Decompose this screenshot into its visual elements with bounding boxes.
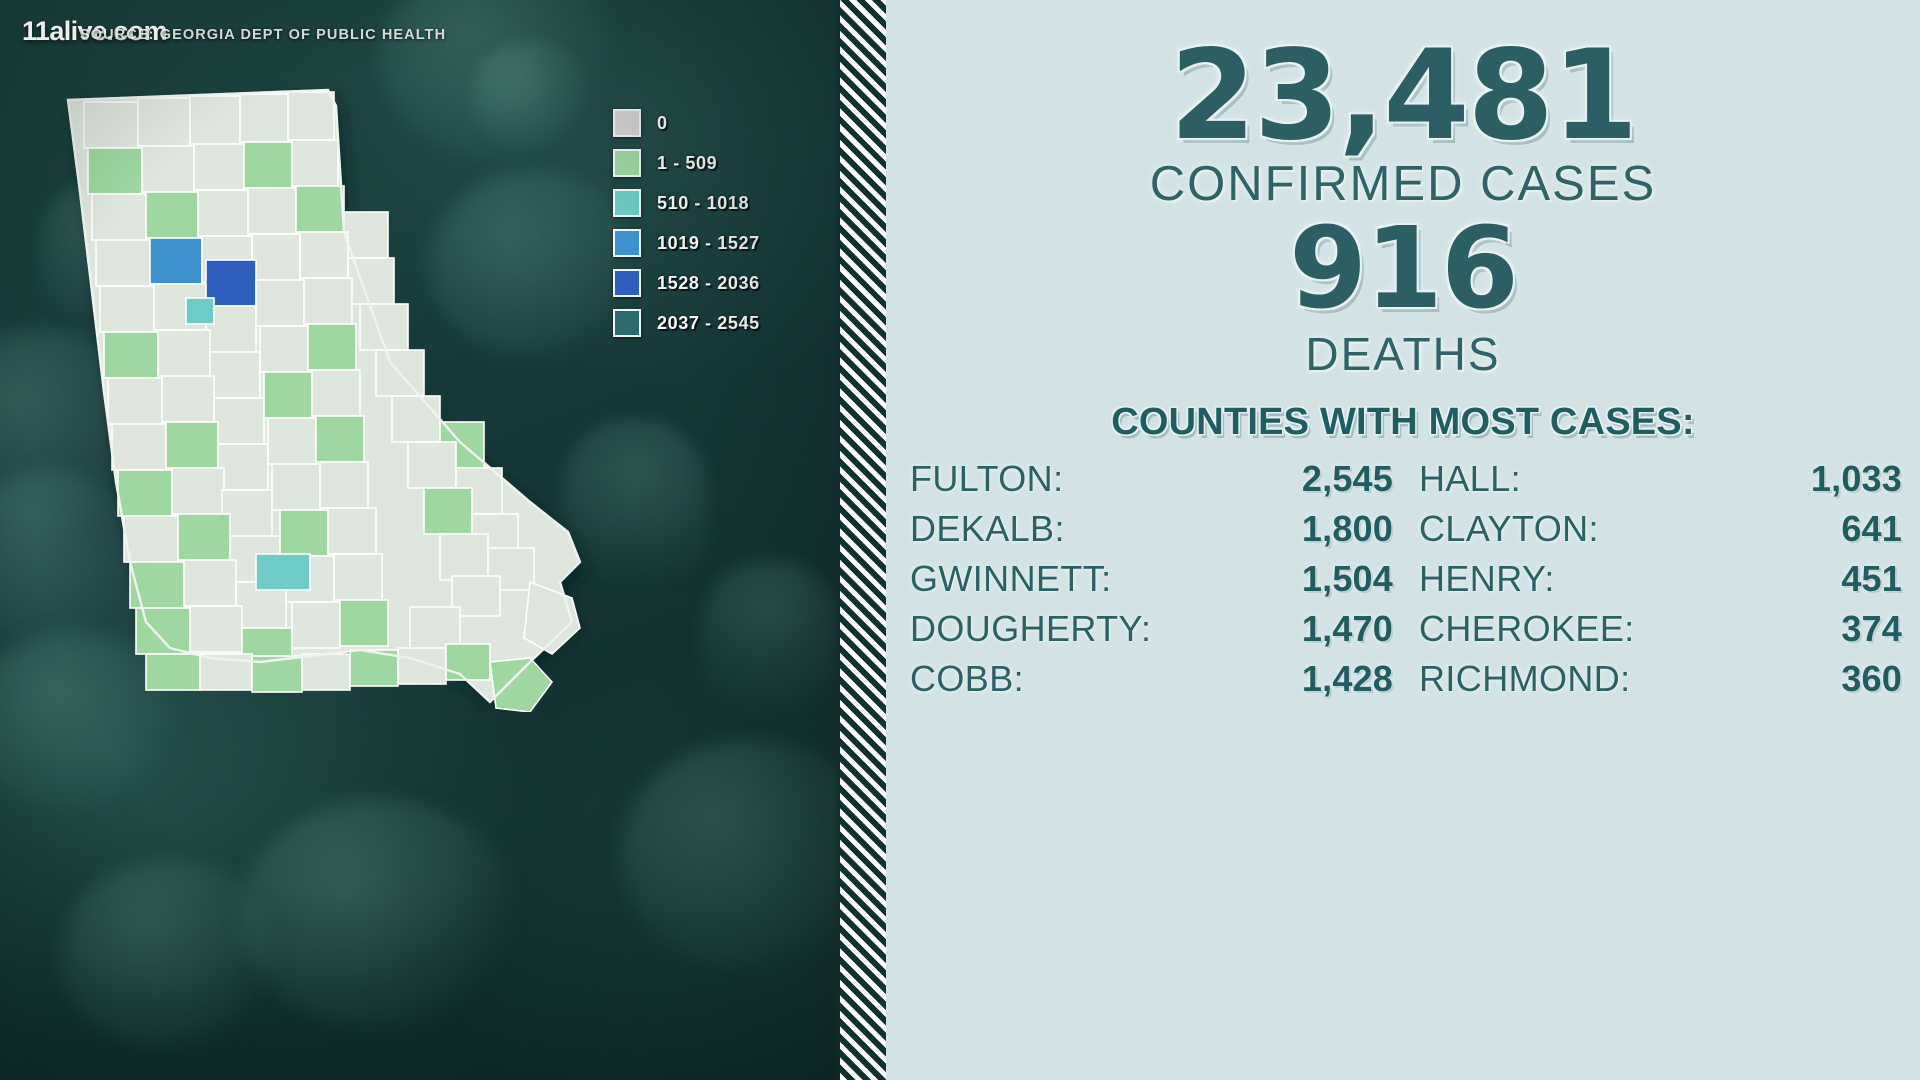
table-row: FULTON: 2,545 — [910, 458, 1393, 508]
deaths-label: DEATHS — [1305, 328, 1501, 380]
table-row: RICHMOND: 360 — [1419, 658, 1902, 708]
county-name: CHEROKEE: — [1419, 608, 1635, 649]
county-name: HALL: — [1419, 458, 1522, 499]
legend-label: 510 - 1018 — [657, 192, 750, 213]
table-row: DEKALB: 1,800 — [910, 508, 1393, 558]
brand-watermark: 11alive.com — [22, 16, 168, 46]
county-name: FULTON: — [910, 458, 1064, 499]
county-name: DOUGHERTY: — [910, 608, 1152, 649]
legend-row: 0 — [613, 103, 760, 143]
county-value: 1,033 — [1810, 458, 1902, 499]
virus-blob-decoration — [60, 860, 280, 1050]
county-value: 2,545 — [1301, 458, 1393, 499]
table-row: COBB: 1,428 — [910, 658, 1393, 708]
table-row: CLAYTON: 641 — [1419, 508, 1902, 558]
divider-shadow — [834, 0, 841, 1080]
legend-row: 2037 - 2545 — [613, 303, 760, 343]
table-row: HALL: 1,033 — [1419, 458, 1902, 508]
legend-row: 1019 - 1527 — [613, 223, 760, 263]
virus-spike-decoration — [700, 560, 840, 720]
stats-panel: 23,481 CONFIRMED CASES 916 DEATHS COUNTI… — [886, 0, 1920, 1080]
legend-label: 1 - 509 — [657, 152, 718, 173]
legend-label: 1528 - 2036 — [657, 272, 760, 293]
county-value: 641 — [1841, 508, 1902, 549]
legend-swatch-icon — [613, 189, 641, 217]
county-name: GWINNETT: — [910, 558, 1112, 599]
virus-blob-decoration — [620, 740, 860, 970]
source-attribution: SOURCE: GEORGIA DEPT OF PUBLIC HEALTH — [80, 27, 447, 43]
legend-swatch-icon — [613, 269, 641, 297]
legend-label: 0 — [657, 112, 668, 133]
legend-label: 2037 - 2545 — [657, 312, 760, 333]
county-value: 451 — [1841, 558, 1902, 599]
deaths-value: 916 — [1289, 204, 1519, 334]
confirmed-cases-label: CONFIRMED CASES — [1149, 157, 1657, 211]
county-value: 1,800 — [1301, 508, 1393, 549]
counties-heading: COUNTIES WITH MOST CASES: — [1111, 401, 1695, 443]
legend-row: 1528 - 2036 — [613, 263, 760, 303]
county-value: 1,504 — [1301, 558, 1393, 599]
legend-swatch-icon — [613, 149, 641, 177]
hatched-divider — [840, 0, 886, 1080]
map-legend: 0 1 - 509 510 - 1018 1019 - 1527 1528 - … — [613, 103, 760, 343]
table-row: CHEROKEE: 374 — [1419, 608, 1902, 658]
confirmed-cases-value: 23,481 — [1169, 24, 1639, 168]
legend-row: 510 - 1018 — [613, 183, 760, 223]
county-name: RICHMOND: — [1419, 658, 1631, 699]
map-panel: 0 1 - 509 510 - 1018 1019 - 1527 1528 - … — [0, 0, 860, 1080]
legend-swatch-icon — [613, 109, 641, 137]
county-name: DEKALB: — [910, 508, 1065, 549]
virus-blob-decoration — [240, 800, 520, 1030]
county-value: 1,470 — [1301, 608, 1393, 649]
legend-swatch-icon — [613, 309, 641, 337]
county-name: CLAYTON: — [1419, 508, 1599, 549]
legend-label: 1019 - 1527 — [657, 232, 760, 253]
legend-swatch-icon — [613, 229, 641, 257]
table-row: GWINNETT: 1,504 — [910, 558, 1393, 608]
headline-block: 23,481 CONFIRMED CASES 916 DEATHS — [886, 34, 1920, 377]
legend-row: 1 - 509 — [613, 143, 760, 183]
georgia-county-map — [66, 88, 582, 712]
table-row: HENRY: 451 — [1419, 558, 1902, 608]
county-value: 360 — [1841, 658, 1902, 699]
county-name: HENRY: — [1419, 558, 1555, 599]
county-value: 374 — [1841, 608, 1902, 649]
county-name: COBB: — [910, 658, 1025, 699]
counties-table: FULTON: 2,545 HALL: 1,033 DEKALB: 1,800 … — [910, 458, 1902, 708]
county-value: 1,428 — [1301, 658, 1393, 699]
table-row: DOUGHERTY: 1,470 — [910, 608, 1393, 658]
